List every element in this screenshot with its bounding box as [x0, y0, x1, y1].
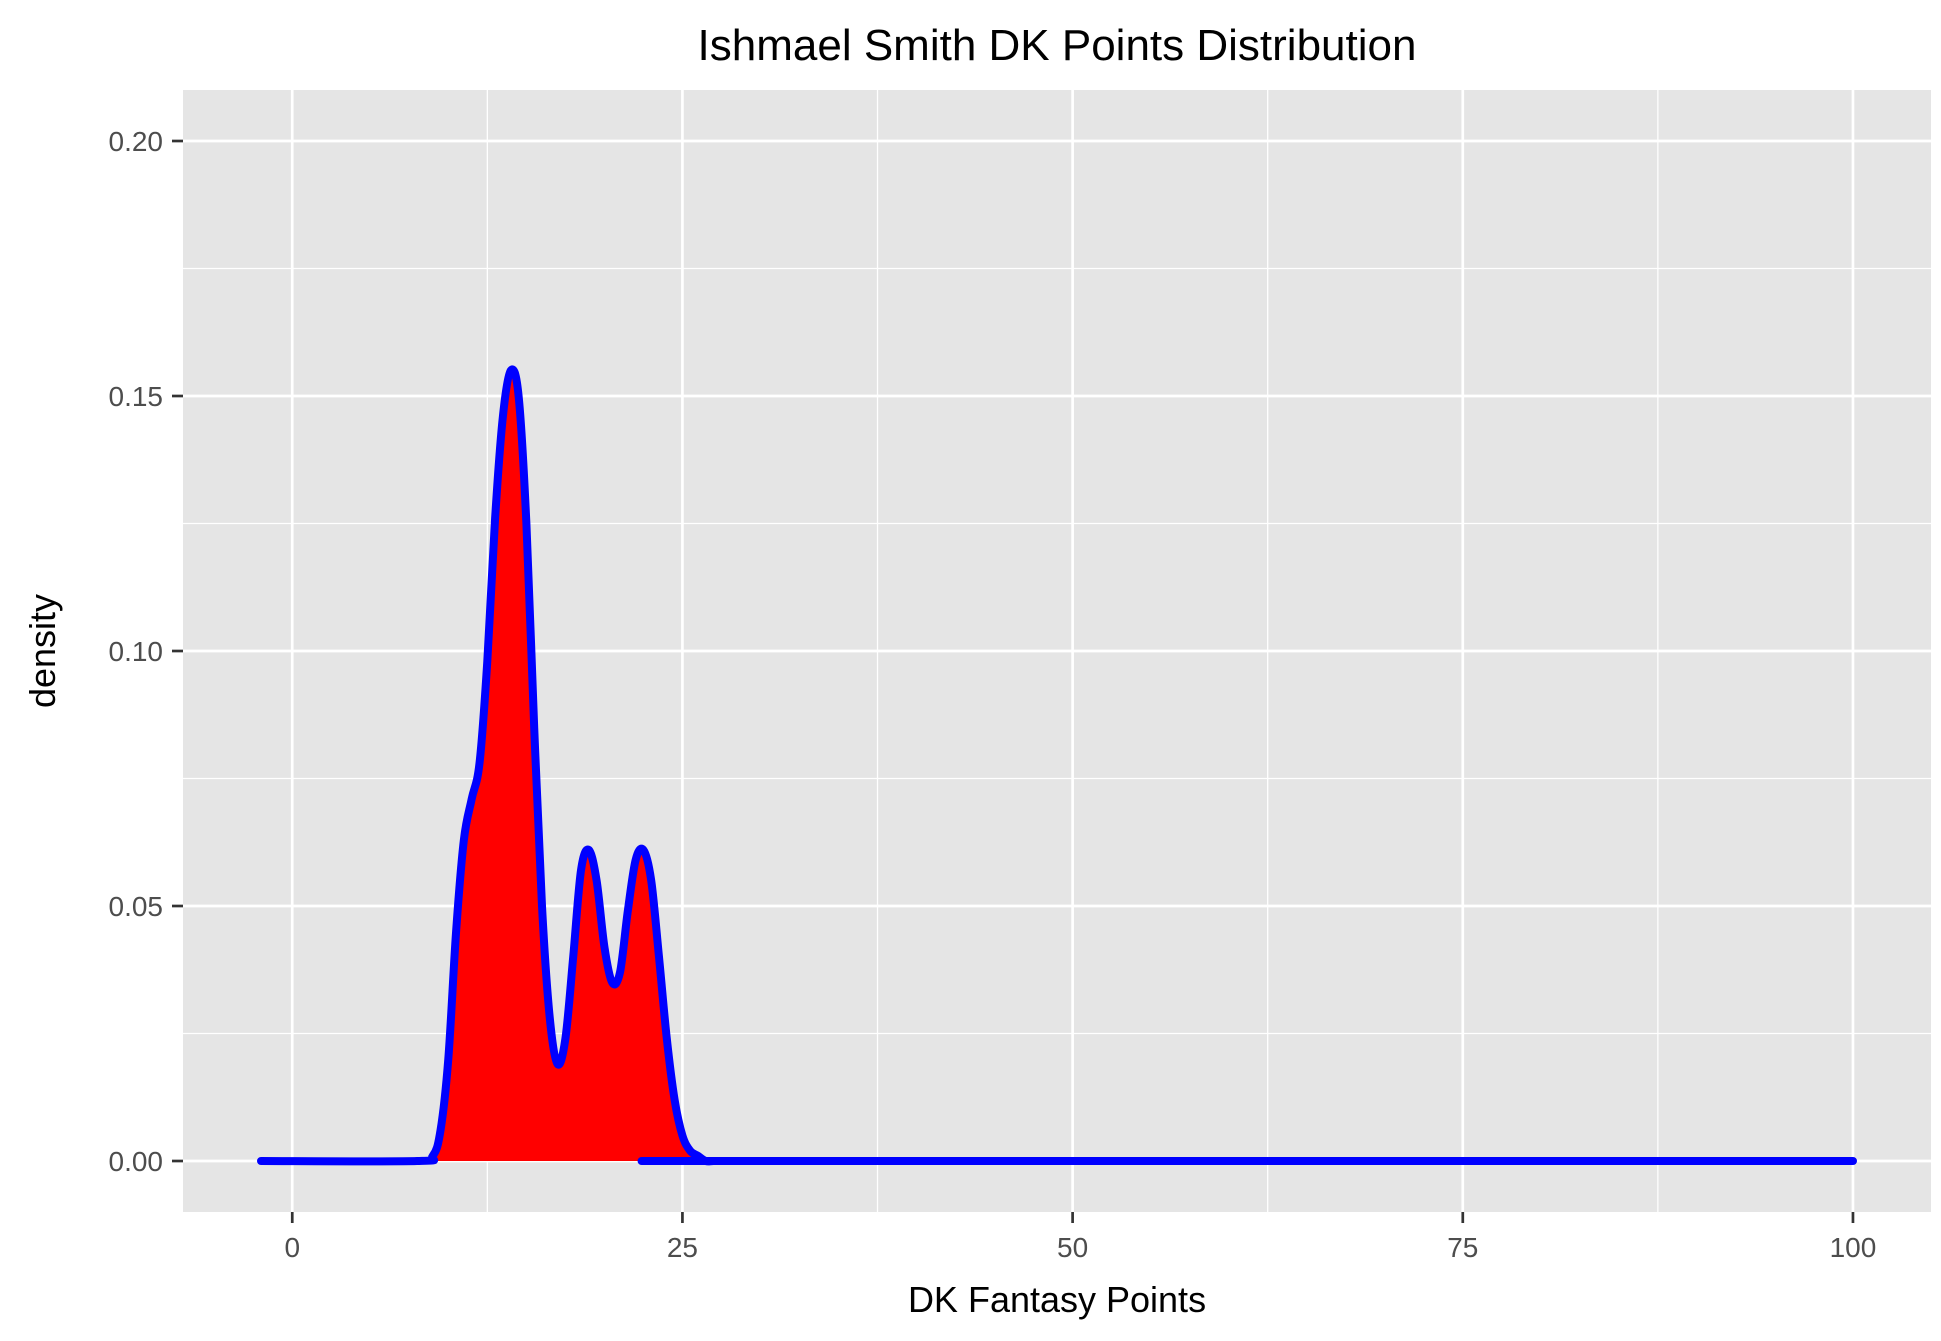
- x-tick-label: 25: [667, 1232, 698, 1263]
- x-tick-label: 100: [1830, 1232, 1877, 1263]
- x-tick-label: 50: [1057, 1232, 1088, 1263]
- y-tick-label: 0.05: [109, 891, 164, 922]
- x-tick-label: 0: [284, 1232, 300, 1263]
- x-tick-label: 75: [1447, 1232, 1478, 1263]
- y-tick-label: 0.20: [109, 126, 164, 157]
- x-axis: 0 25 50 75 100: [284, 1212, 1876, 1263]
- chart-title: Ishmael Smith DK Points Distribution: [698, 21, 1417, 70]
- x-axis-label: DK Fantasy Points: [908, 1279, 1206, 1320]
- y-tick-label: 0.10: [109, 636, 164, 667]
- y-tick-label: 0.15: [109, 381, 164, 412]
- density-line: [257, 365, 1857, 1166]
- y-axis: 0.00 0.05 0.10 0.15 0.20: [109, 126, 183, 1177]
- y-axis-label: density: [22, 594, 63, 708]
- y-tick-label: 0.00: [109, 1146, 164, 1177]
